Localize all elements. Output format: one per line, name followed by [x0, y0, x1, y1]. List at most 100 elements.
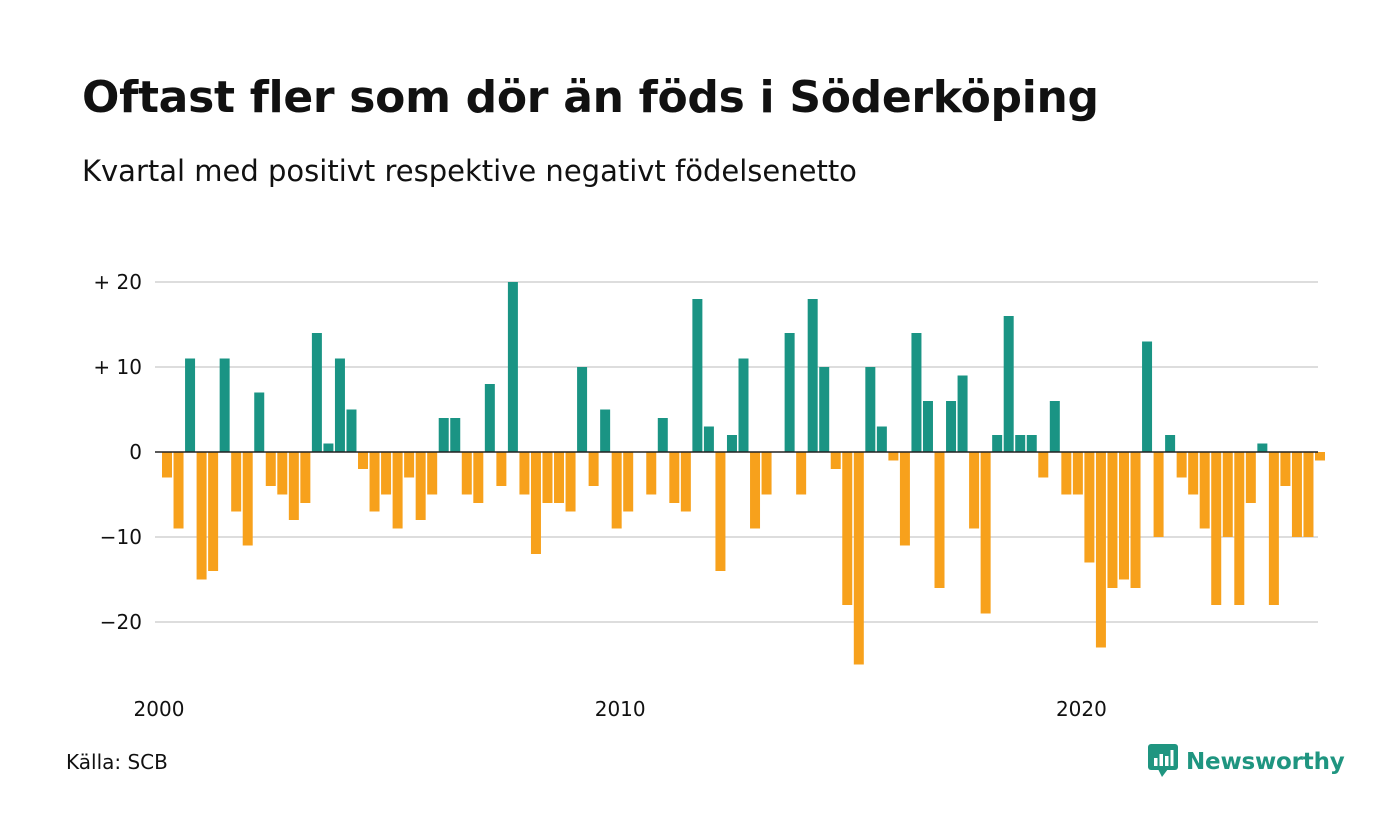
y-tick-label: + 20	[93, 270, 142, 294]
bar	[899, 452, 910, 546]
bar	[1095, 452, 1106, 648]
bar	[1291, 452, 1302, 537]
bar	[300, 452, 311, 503]
bar	[761, 452, 772, 495]
bar	[784, 333, 795, 452]
bar	[807, 299, 818, 452]
bar	[946, 401, 957, 452]
bar	[542, 452, 553, 503]
bar	[530, 452, 541, 554]
bar	[404, 452, 415, 478]
bar	[1176, 452, 1187, 478]
bar	[738, 358, 749, 452]
bar-chart: + 20 + 10 0 −10 −20 2000 2010 2020	[93, 270, 1325, 721]
bar	[1142, 341, 1153, 452]
bar	[277, 452, 288, 495]
bar	[208, 452, 219, 571]
bars	[162, 282, 1325, 665]
bar	[323, 443, 334, 452]
bar	[1153, 452, 1164, 537]
bar	[173, 452, 184, 529]
bar	[196, 452, 207, 580]
bar	[1315, 452, 1325, 461]
bar	[1107, 452, 1118, 588]
bar	[1038, 452, 1049, 478]
bar	[265, 452, 276, 486]
bar	[669, 452, 680, 503]
bar	[842, 452, 853, 605]
bar	[1257, 443, 1268, 452]
bar	[1234, 452, 1245, 605]
bar	[934, 452, 945, 588]
chart-title: Oftast fler som dör än föds i Söderköpin…	[82, 72, 1099, 123]
bar	[957, 375, 968, 452]
bar	[162, 452, 172, 478]
bar	[600, 409, 611, 452]
bar	[1165, 435, 1176, 452]
bar	[427, 452, 438, 495]
bar	[381, 452, 392, 495]
newsworthy-logo-icon	[1148, 744, 1178, 777]
y-tick-label: + 10	[93, 355, 142, 379]
bar	[496, 452, 507, 486]
bar	[623, 452, 634, 512]
bar	[1280, 452, 1291, 486]
bar	[565, 452, 576, 512]
bar	[392, 452, 403, 529]
bar	[1049, 401, 1060, 452]
bar	[876, 426, 887, 452]
bar	[554, 452, 565, 503]
bar	[922, 401, 933, 452]
bar	[334, 358, 345, 452]
bar	[1303, 452, 1314, 537]
bar	[254, 392, 265, 452]
bar	[507, 282, 518, 452]
chart-subtitle: Kvartal med positivt respektive negativt…	[82, 154, 857, 188]
bar	[473, 452, 484, 503]
bar	[1130, 452, 1141, 588]
bar	[888, 452, 899, 461]
bar	[726, 435, 737, 452]
bar	[980, 452, 991, 614]
bar	[185, 358, 196, 452]
bar	[577, 367, 588, 452]
bar	[1003, 316, 1014, 452]
newsworthy-logo-text: Newsworthy	[1186, 749, 1345, 775]
x-tick-label: 2010	[595, 697, 646, 721]
bar	[358, 452, 369, 469]
bar	[288, 452, 299, 520]
bar	[231, 452, 242, 512]
bar	[969, 452, 980, 529]
bar	[311, 333, 322, 452]
bar	[715, 452, 726, 571]
x-axis-ticks: 2000 2010 2020	[134, 697, 1107, 721]
bar	[703, 426, 714, 452]
bar	[692, 299, 703, 452]
x-tick-label: 2000	[134, 697, 185, 721]
bar	[750, 452, 761, 529]
bar	[1188, 452, 1199, 495]
bar	[853, 452, 864, 665]
bar	[865, 367, 876, 452]
bar	[611, 452, 622, 529]
bar	[450, 418, 461, 452]
source-note: Källa: SCB	[66, 750, 168, 774]
bar	[461, 452, 472, 495]
bar	[1118, 452, 1129, 580]
bar	[796, 452, 807, 495]
bar	[1211, 452, 1222, 605]
bar	[1245, 452, 1256, 503]
bar	[1268, 452, 1279, 605]
bar	[346, 409, 357, 452]
bar	[819, 367, 830, 452]
bar	[1026, 435, 1037, 452]
bar	[830, 452, 841, 469]
newsworthy-logo: Newsworthy	[1148, 744, 1345, 780]
bar	[588, 452, 599, 486]
bar	[415, 452, 426, 520]
bar	[1222, 452, 1233, 537]
bar	[911, 333, 922, 452]
y-axis-ticks: + 20 + 10 0 −10 −20	[93, 270, 142, 634]
bar	[680, 452, 691, 512]
bar	[1084, 452, 1095, 563]
